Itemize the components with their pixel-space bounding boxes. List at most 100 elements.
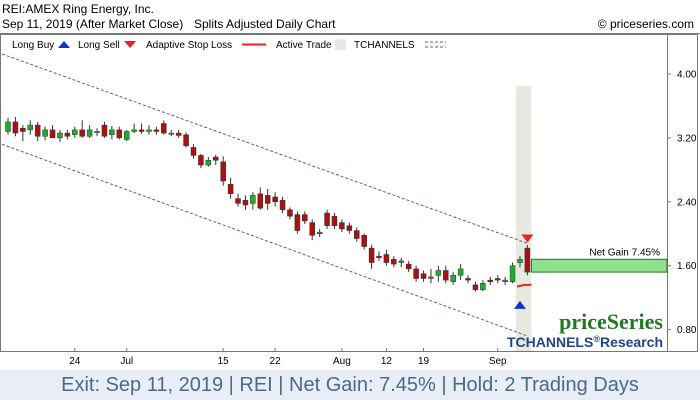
candle-body bbox=[20, 128, 26, 132]
x-tick-label: Sep bbox=[489, 356, 507, 367]
candle-body bbox=[257, 193, 264, 209]
candle-body bbox=[94, 131, 100, 133]
legend-stop-loss-label: Adaptive Stop Loss bbox=[146, 40, 232, 51]
candle-body bbox=[324, 212, 330, 227]
candle-body bbox=[220, 161, 226, 182]
candle-body bbox=[353, 230, 360, 239]
candle-body bbox=[27, 124, 34, 131]
tchannels-research-label: TCHANNELS®Research bbox=[507, 334, 663, 350]
candle-body bbox=[205, 159, 212, 166]
candle-body bbox=[509, 265, 516, 282]
adaptive-stop-loss-line bbox=[516, 283, 532, 288]
chart-type-label: Splits Adjusted Daily Chart bbox=[194, 17, 336, 31]
candle-body bbox=[339, 222, 345, 230]
header-divider bbox=[0, 33, 700, 34]
candle-body bbox=[398, 260, 405, 263]
candle-body bbox=[443, 270, 449, 281]
chart-title: REI:AMEX Ring Energy, Inc. bbox=[2, 2, 154, 16]
candle-body bbox=[405, 263, 412, 270]
x-tick-label: Jul bbox=[120, 356, 133, 367]
candle-body bbox=[457, 268, 464, 276]
candle-body bbox=[309, 222, 315, 236]
candle-body bbox=[391, 259, 397, 265]
candle-body bbox=[64, 132, 71, 137]
y-tick-label: 2.40 bbox=[677, 197, 697, 208]
tchannel-upper-line bbox=[1, 53, 528, 244]
candle-body bbox=[242, 199, 249, 206]
candle-body bbox=[123, 131, 130, 140]
candle-body bbox=[472, 284, 479, 290]
footer-summary: Exit: Sep 11, 2019 | REI | Net Gain: 7.4… bbox=[0, 370, 700, 400]
footer-text: Exit: Sep 11, 2019 | REI | Net Gain: 7.4… bbox=[61, 374, 639, 396]
candle-body bbox=[428, 276, 434, 279]
candle-body bbox=[346, 225, 353, 231]
copyright-link[interactable]: © priceseries.com bbox=[597, 17, 694, 31]
legend: Long Buy Long Sell Adaptive Stop Loss Ac… bbox=[12, 39, 446, 51]
candle-body bbox=[302, 214, 308, 222]
candle-body bbox=[272, 196, 278, 203]
long-sell-arrow-icon bbox=[124, 41, 136, 48]
priceseries-logo: priceSeries bbox=[559, 309, 663, 334]
legend-active-trade-label: Active Trade bbox=[276, 40, 332, 51]
x-tick-label: Aug bbox=[333, 356, 351, 367]
candle-body bbox=[86, 129, 93, 137]
candle-body bbox=[213, 156, 219, 161]
candle-body bbox=[287, 209, 293, 217]
candle-body bbox=[5, 121, 11, 132]
y-tick-label: 3.20 bbox=[677, 133, 697, 144]
active-trade-swatch bbox=[335, 39, 346, 50]
plot-frame bbox=[0, 34, 698, 352]
long-buy-arrow-icon bbox=[58, 41, 70, 48]
candle-body bbox=[235, 198, 241, 204]
candle-body bbox=[138, 129, 145, 132]
candle-body bbox=[502, 279, 508, 282]
x-tick-label: 15 bbox=[218, 356, 230, 367]
candle-body bbox=[49, 129, 56, 139]
net-gain-box bbox=[530, 258, 668, 273]
candle-body bbox=[450, 275, 456, 282]
legend-tchannels-label: TCHANNELS bbox=[354, 40, 415, 51]
candle-body bbox=[383, 254, 390, 263]
candle-body bbox=[376, 255, 382, 258]
candle-body bbox=[12, 121, 19, 134]
candle-body bbox=[524, 247, 531, 273]
candle-body bbox=[131, 129, 137, 132]
candle-body bbox=[161, 123, 167, 134]
candle-body bbox=[72, 129, 78, 135]
candle-body bbox=[435, 270, 442, 276]
y-tick-label: 0.80 bbox=[677, 325, 697, 336]
candle-body bbox=[420, 273, 427, 279]
net-gain-label: Net Gain 7.45% bbox=[589, 247, 660, 258]
candle-body bbox=[413, 268, 419, 279]
candle-body bbox=[331, 215, 338, 227]
candle-body bbox=[109, 129, 115, 135]
candle-body bbox=[316, 231, 323, 234]
candle-body bbox=[153, 129, 160, 132]
candle-body bbox=[279, 199, 286, 211]
candle-body bbox=[116, 129, 123, 139]
candle-body bbox=[465, 278, 471, 281]
candle-body bbox=[101, 124, 108, 137]
candle-body bbox=[190, 147, 197, 156]
tchannel-lower-line bbox=[1, 143, 528, 337]
x-tick-label: 24 bbox=[69, 356, 81, 367]
candle-body bbox=[361, 235, 367, 247]
candle-body bbox=[250, 195, 256, 204]
x-tick-label: 22 bbox=[270, 356, 282, 367]
y-tick-label: 4.00 bbox=[677, 69, 697, 80]
chart-date: Sep 11, 2019 (After Market Close) bbox=[2, 17, 184, 31]
research-suffix: Research bbox=[600, 334, 663, 350]
price-chart: Long Buy Long Sell Adaptive Stop Loss Ac… bbox=[0, 34, 698, 367]
candle-body bbox=[368, 247, 375, 263]
candle-body bbox=[487, 279, 494, 282]
legend-long-sell-label: Long Sell bbox=[78, 40, 120, 51]
y-tick-label: 1.60 bbox=[677, 261, 697, 272]
long-sell-marker bbox=[521, 234, 534, 243]
candle-body bbox=[480, 283, 486, 290]
candle-body bbox=[34, 124, 41, 137]
candle-body bbox=[198, 155, 204, 166]
candle-body bbox=[175, 132, 182, 136]
candle-body bbox=[183, 134, 189, 147]
long-buy-marker bbox=[513, 300, 526, 309]
active-trade-band bbox=[515, 86, 532, 351]
